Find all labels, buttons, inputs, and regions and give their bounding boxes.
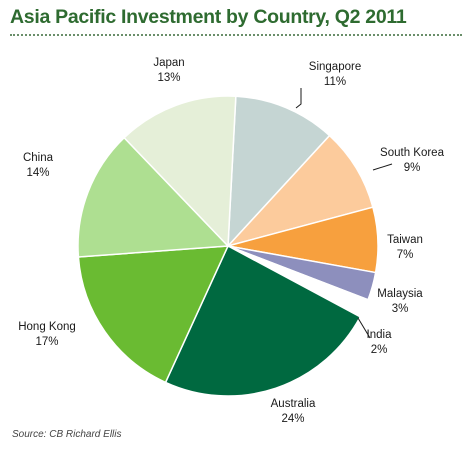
slice-label-taiwan: Taiwan 7%	[387, 234, 423, 261]
slice-label-south-korea: South Korea 9%	[380, 147, 445, 174]
slice-label-china: China 14%	[23, 152, 54, 179]
slice-china	[77, 136, 230, 258]
source-note: Source: CB Richard Ellis	[12, 429, 122, 440]
title-divider	[10, 34, 462, 36]
slice-japan	[123, 95, 237, 248]
slice-singapore	[227, 95, 331, 249]
slice-label-hong-kong: Hong Kong 17%	[18, 321, 76, 348]
leader-line-singapore	[295, 88, 302, 109]
slice-label-malaysia: Malaysia 3%	[377, 288, 423, 315]
slice-label-australia: Australia 24%	[271, 398, 316, 425]
slice-south-korea	[225, 134, 374, 248]
leader-line-south-korea	[372, 163, 393, 171]
chart-title: Asia Pacific Investment by Country, Q2 2…	[10, 6, 407, 28]
slice-label-singapore: Singapore 11%	[309, 61, 361, 88]
leader-line-india	[357, 317, 371, 339]
slice-label-india: India 2%	[367, 329, 393, 356]
slice-hong-kong	[77, 245, 230, 384]
slice-australia	[164, 244, 362, 397]
slice-label-japan: Japan 13%	[153, 57, 184, 84]
